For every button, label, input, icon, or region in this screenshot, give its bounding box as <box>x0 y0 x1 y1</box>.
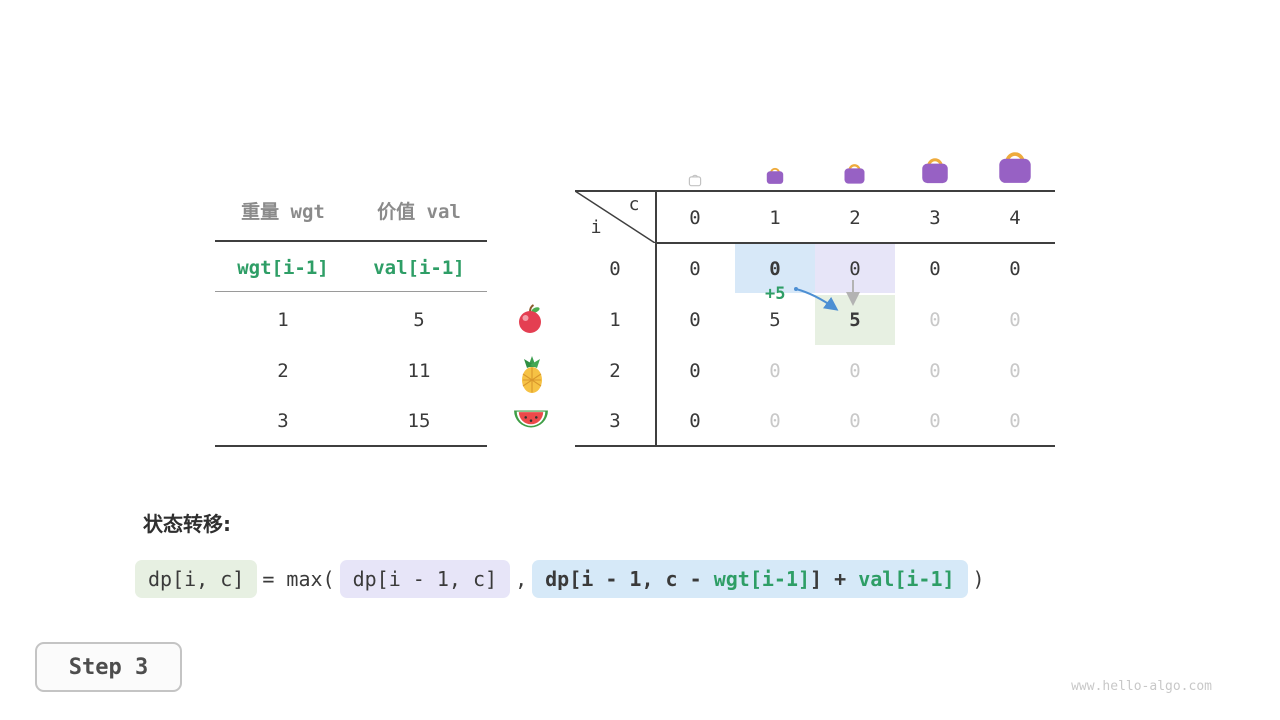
watermark: www.hello-algo.com <box>1071 679 1212 694</box>
item-1-value: 5 <box>413 309 425 331</box>
bag-size-4-icon <box>999 152 1031 183</box>
item-3-value: 15 <box>407 410 431 432</box>
apple-icon <box>519 304 541 333</box>
formula-lhs-box: dp[i, c] <box>135 560 258 598</box>
dp-col-header-3: 3 <box>929 207 941 229</box>
dp-cell-r2-c3: 0 <box>929 360 941 382</box>
dp-cell-r3-c1: 0 <box>769 410 781 432</box>
dp-cell-r2-c4: 0 <box>1009 360 1021 382</box>
dp-cell-r1-c1: 5 <box>769 309 781 331</box>
dp-row-label-1: 1 <box>609 309 621 331</box>
items-subheader-val: val[i-1] <box>373 257 465 279</box>
dp-table: c i 0 1 2 3 4 0 1 2 3 0 0 0 0 0 0 5 5 0 … <box>575 190 1055 450</box>
step-badge[interactable]: Step 3 <box>35 642 182 692</box>
dp-cell-r3-c3: 0 <box>929 410 941 432</box>
dp-cell-r1-c2: 5 <box>849 309 861 331</box>
dp-header-underline <box>655 242 1055 244</box>
dp-corner-diagonal <box>575 190 655 243</box>
dp-cell-r0-c4: 0 <box>1009 258 1021 280</box>
dp-col-header-2: 2 <box>849 207 861 229</box>
items-header-weight: 重量 wgt <box>241 201 325 223</box>
dp-cell-r1-c3: 0 <box>929 309 941 331</box>
formula-option2-box: dp[i - 1, c - wgt[i-1]] + val[i-1] <box>532 560 968 598</box>
dp-col-header-0: 0 <box>689 207 701 229</box>
items-table-border-bottom <box>215 445 487 447</box>
formula-option2-part1: dp[i - 1, c - <box>545 567 714 591</box>
dp-col-header-4: 4 <box>1009 207 1021 229</box>
dp-corner-col-label: c <box>628 194 640 215</box>
items-table: 重量 wgt 价值 val wgt[i-1] val[i-1] 1 5 2 11… <box>215 190 487 450</box>
item-2-value: 11 <box>407 360 431 382</box>
dp-cell-r3-c2: 0 <box>849 410 861 432</box>
formula-option2-val: val[i-1] <box>858 567 955 591</box>
item-3-weight: 3 <box>277 410 289 432</box>
dp-corner-row-label: i <box>590 217 602 238</box>
dp-cell-r1-c0: 0 <box>689 309 701 331</box>
watermelon-icon <box>514 410 548 428</box>
formula-option1-box: dp[i - 1, c] <box>339 560 511 598</box>
formula-comma: , <box>515 567 528 591</box>
pineapple-icon <box>522 356 542 393</box>
bag-size-2-icon <box>844 164 865 184</box>
items-subheader-wgt: wgt[i-1] <box>237 257 329 279</box>
dp-row-label-0: 0 <box>609 258 621 280</box>
dp-cell-r0-c3: 0 <box>929 258 941 280</box>
dp-cell-r1-c4: 0 <box>1009 309 1021 331</box>
dp-col-header-1: 1 <box>769 207 781 229</box>
formula-option2-wgt: wgt[i-1] <box>713 567 811 591</box>
dp-cell-r2-c0: 0 <box>689 360 701 382</box>
item-1-weight: 1 <box>277 309 289 331</box>
dp-highlight-source-purple <box>815 244 895 293</box>
formula-option2-part3: ] + <box>810 567 859 591</box>
dp-cell-r0-c2: 0 <box>849 258 861 280</box>
dp-cell-r0-c1: 0 <box>769 258 781 280</box>
transition-add-value-label: +5 <box>765 284 786 304</box>
items-table-border-top <box>215 240 487 242</box>
dp-cell-r3-c4: 0 <box>1009 410 1021 432</box>
bag-size-1-icon <box>766 167 784 184</box>
state-transition-formula: dp[i, c] = max( dp[i - 1, c] , dp[i - 1,… <box>135 560 990 598</box>
dp-border-bottom <box>575 445 1055 447</box>
dp-cell-r3-c0: 0 <box>689 410 701 432</box>
dp-cell-r2-c1: 0 <box>769 360 781 382</box>
dp-cell-r2-c2: 0 <box>849 360 861 382</box>
dp-row-label-2: 2 <box>609 360 621 382</box>
state-transition-title: 状态转移: <box>143 512 231 536</box>
dp-cell-r0-c0: 0 <box>689 258 701 280</box>
item-2-weight: 2 <box>277 360 289 382</box>
items-table-divider <box>215 291 487 292</box>
dp-border-top <box>575 190 1055 192</box>
formula-equals-max: = max( <box>262 567 335 591</box>
dp-label-divider <box>655 190 657 447</box>
formula-close-paren: ) <box>972 567 985 591</box>
bag-size-3-icon <box>922 158 948 184</box>
bag-empty-icon <box>688 174 702 187</box>
items-header-value: 价值 val <box>377 201 461 223</box>
dp-highlight-source-blue <box>735 244 815 293</box>
dp-row-label-3: 3 <box>609 410 621 432</box>
